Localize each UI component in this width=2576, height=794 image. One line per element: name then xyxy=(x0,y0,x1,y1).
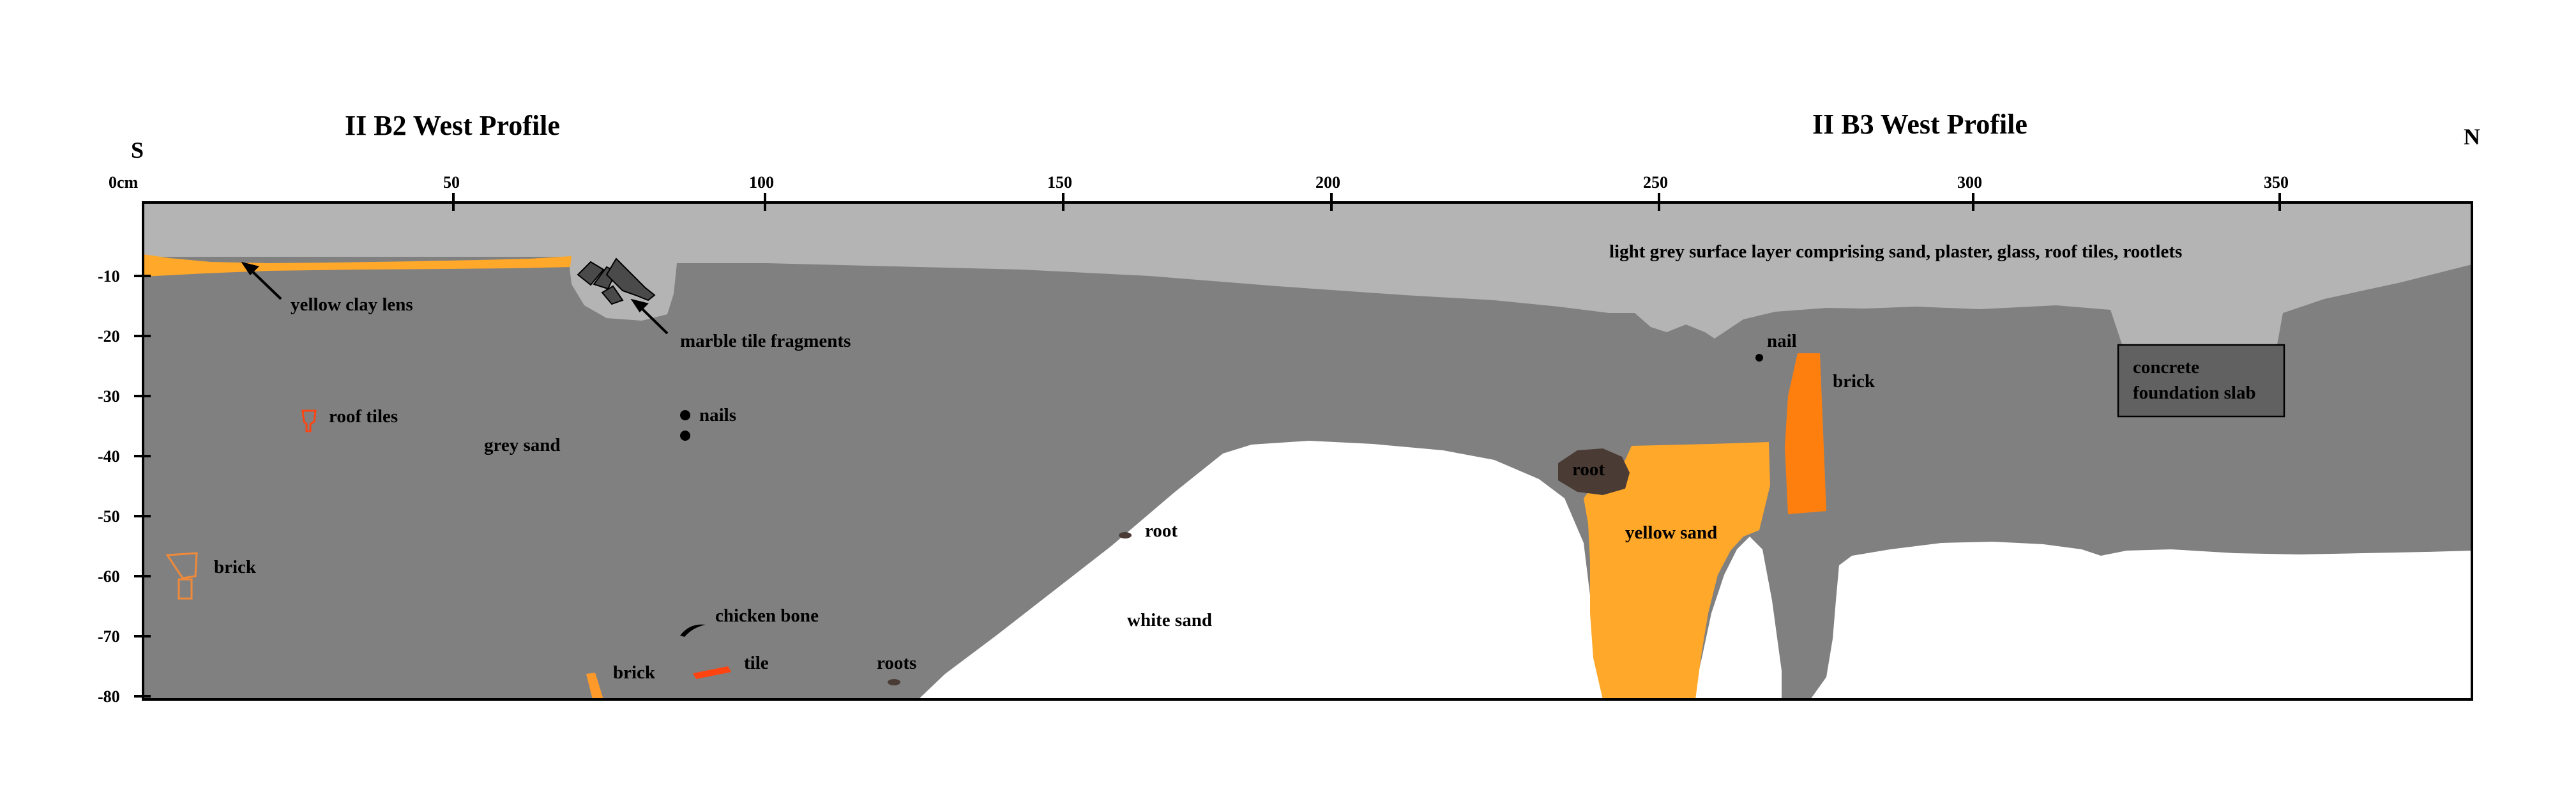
x-origin-label: 0cm xyxy=(109,173,139,192)
label-grey-sand: grey sand xyxy=(484,435,561,455)
label-chicken-bone: chicken bone xyxy=(715,606,819,626)
x-tick-label-100: 100 xyxy=(749,173,774,192)
nail-dot-upper xyxy=(680,410,690,420)
large-root xyxy=(1558,448,1630,495)
label-root-small: root xyxy=(1145,521,1178,541)
label-root-large: root xyxy=(1572,459,1605,480)
y-tick-label--30: -30 xyxy=(98,387,120,406)
y-tick-label--70: -70 xyxy=(98,627,120,646)
tile-fragment xyxy=(693,666,731,679)
arrow-marble-tile-fragments xyxy=(637,304,669,335)
nail-dot-lower xyxy=(680,431,690,441)
label-brick-right: brick xyxy=(1833,371,1875,392)
x-tick-label-50: 50 xyxy=(443,173,460,192)
roots-fragment xyxy=(888,679,900,685)
y-tick-label--50: -50 xyxy=(98,507,120,526)
brick-right xyxy=(1785,353,1826,514)
brick-bottom xyxy=(586,673,603,699)
label-yellow-clay-lens: yellow clay lens xyxy=(291,294,413,315)
south-marker: S xyxy=(131,137,144,163)
y-tick-label--40: -40 xyxy=(98,447,120,466)
label-yellow-sand: yellow sand xyxy=(1625,523,1717,543)
white-sand-layer-right xyxy=(1692,537,1782,699)
x-tick-label-250: 250 xyxy=(1643,173,1668,192)
root-fragment xyxy=(1119,532,1132,538)
profile-section xyxy=(142,201,2473,701)
label-foundation-slab: foundation slab xyxy=(2133,383,2256,403)
leader-arrows xyxy=(241,261,669,335)
y-tick-label--60: -60 xyxy=(98,567,120,586)
white-sand-layer xyxy=(918,441,1603,699)
nail-dot xyxy=(1755,354,1763,362)
x-tick-label-350: 350 xyxy=(2264,173,2289,192)
roof-tiles-symbol xyxy=(301,409,317,432)
label-roof-tiles: roof tiles xyxy=(329,406,398,427)
arrow-yellow-clay-lens xyxy=(248,267,282,300)
title-ii-b3-west-profile: II B3 West Profile xyxy=(1812,109,2027,140)
surface-layer xyxy=(143,202,2472,348)
concrete-foundation-slab xyxy=(2117,344,2285,418)
y-tick-label--80: -80 xyxy=(98,687,120,706)
label-marble-tile-fragments: marble tile fragments xyxy=(680,331,851,351)
label-white-sand: white sand xyxy=(1127,610,1212,630)
x-axis xyxy=(452,193,2281,211)
x-tick-label-200: 200 xyxy=(1315,173,1340,192)
arrowhead-marble-tile-fragments xyxy=(630,298,649,313)
label-brick-left: brick xyxy=(214,557,257,577)
arrowhead-yellow-clay-lens xyxy=(241,261,259,276)
x-tick-label-300: 300 xyxy=(1957,173,1982,192)
y-tick-label--20: -20 xyxy=(98,327,120,346)
y-tick-label--10: -10 xyxy=(98,267,120,286)
white-sand-layer-east xyxy=(1810,542,2472,699)
chicken-bone xyxy=(680,624,706,637)
x-tick-label-150: 150 xyxy=(1047,173,1072,192)
title-ii-b2-west-profile: II B2 West Profile xyxy=(345,110,560,141)
label-nail: nail xyxy=(1767,331,1797,351)
label-surface-layer: light grey surface layer comprising sand… xyxy=(1609,241,2182,262)
label-nails: nails xyxy=(699,405,736,425)
profile-frame xyxy=(142,201,2473,701)
label-concrete: concrete xyxy=(2133,357,2199,378)
label-brick-bottom: brick xyxy=(613,662,656,683)
label-roots: roots xyxy=(877,653,916,673)
marble-tile-fragments xyxy=(577,257,656,305)
y-axis xyxy=(134,275,151,698)
brick-left-symbol xyxy=(165,552,198,600)
yellow-sand-layer xyxy=(1584,442,1770,699)
label-tile: tile xyxy=(744,653,769,673)
north-marker: N xyxy=(2464,124,2480,149)
